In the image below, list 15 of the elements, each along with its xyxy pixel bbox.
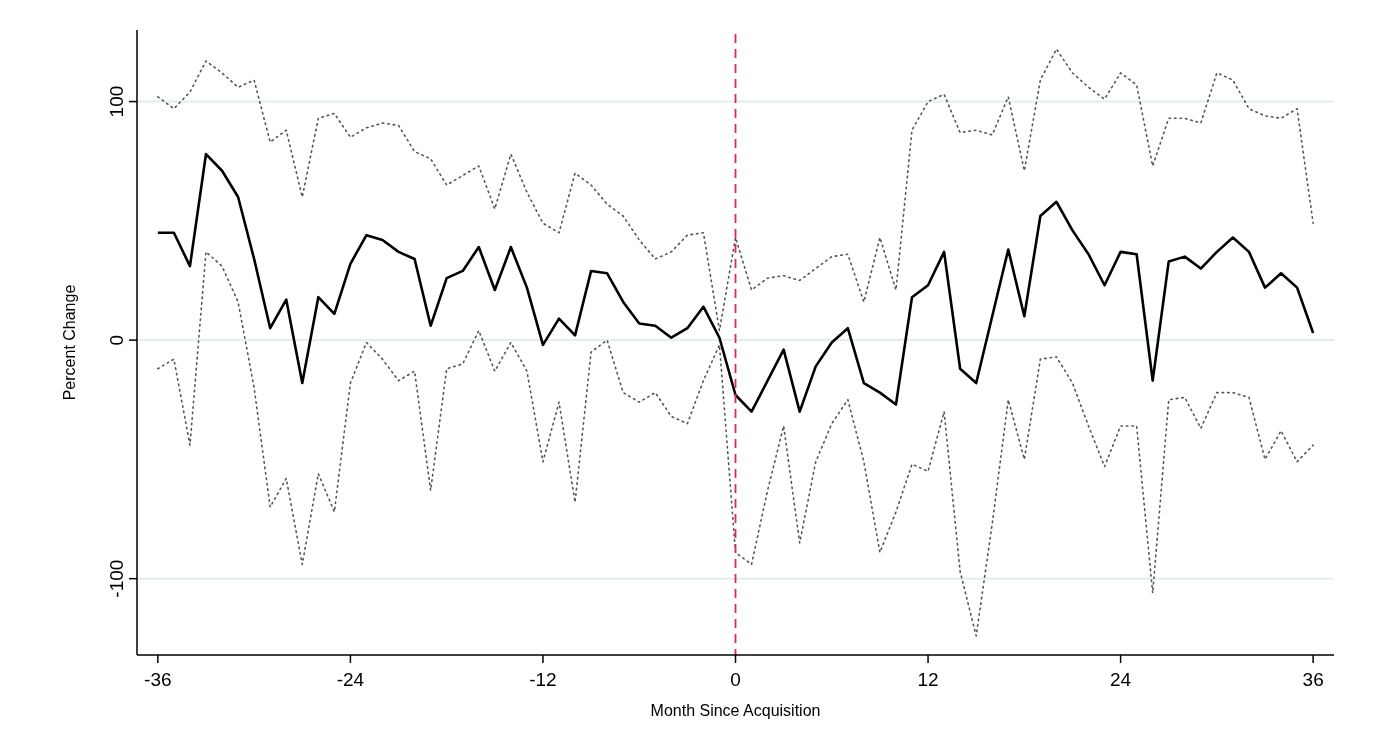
x-tick-label: -24 [336,669,365,690]
y-axis-title: Percent Change [61,284,78,401]
x-tick-label: -36 [144,669,172,690]
y-tick-label: 100 [106,85,127,118]
line-series [157,48,1314,332]
x-tick-label: 0 [730,669,741,690]
x-tick-label: 36 [1302,669,1324,690]
x-tick-label: -12 [529,669,557,690]
x-tick-label: 12 [917,669,939,690]
x-axis-title: Month Since Acquisition [650,702,821,719]
line-series [156,152,1315,413]
x-tick-label: 24 [1110,669,1132,690]
y-tick-label: -100 [106,559,127,598]
line-series [157,251,1314,637]
y-tick-label: 0 [106,334,127,346]
